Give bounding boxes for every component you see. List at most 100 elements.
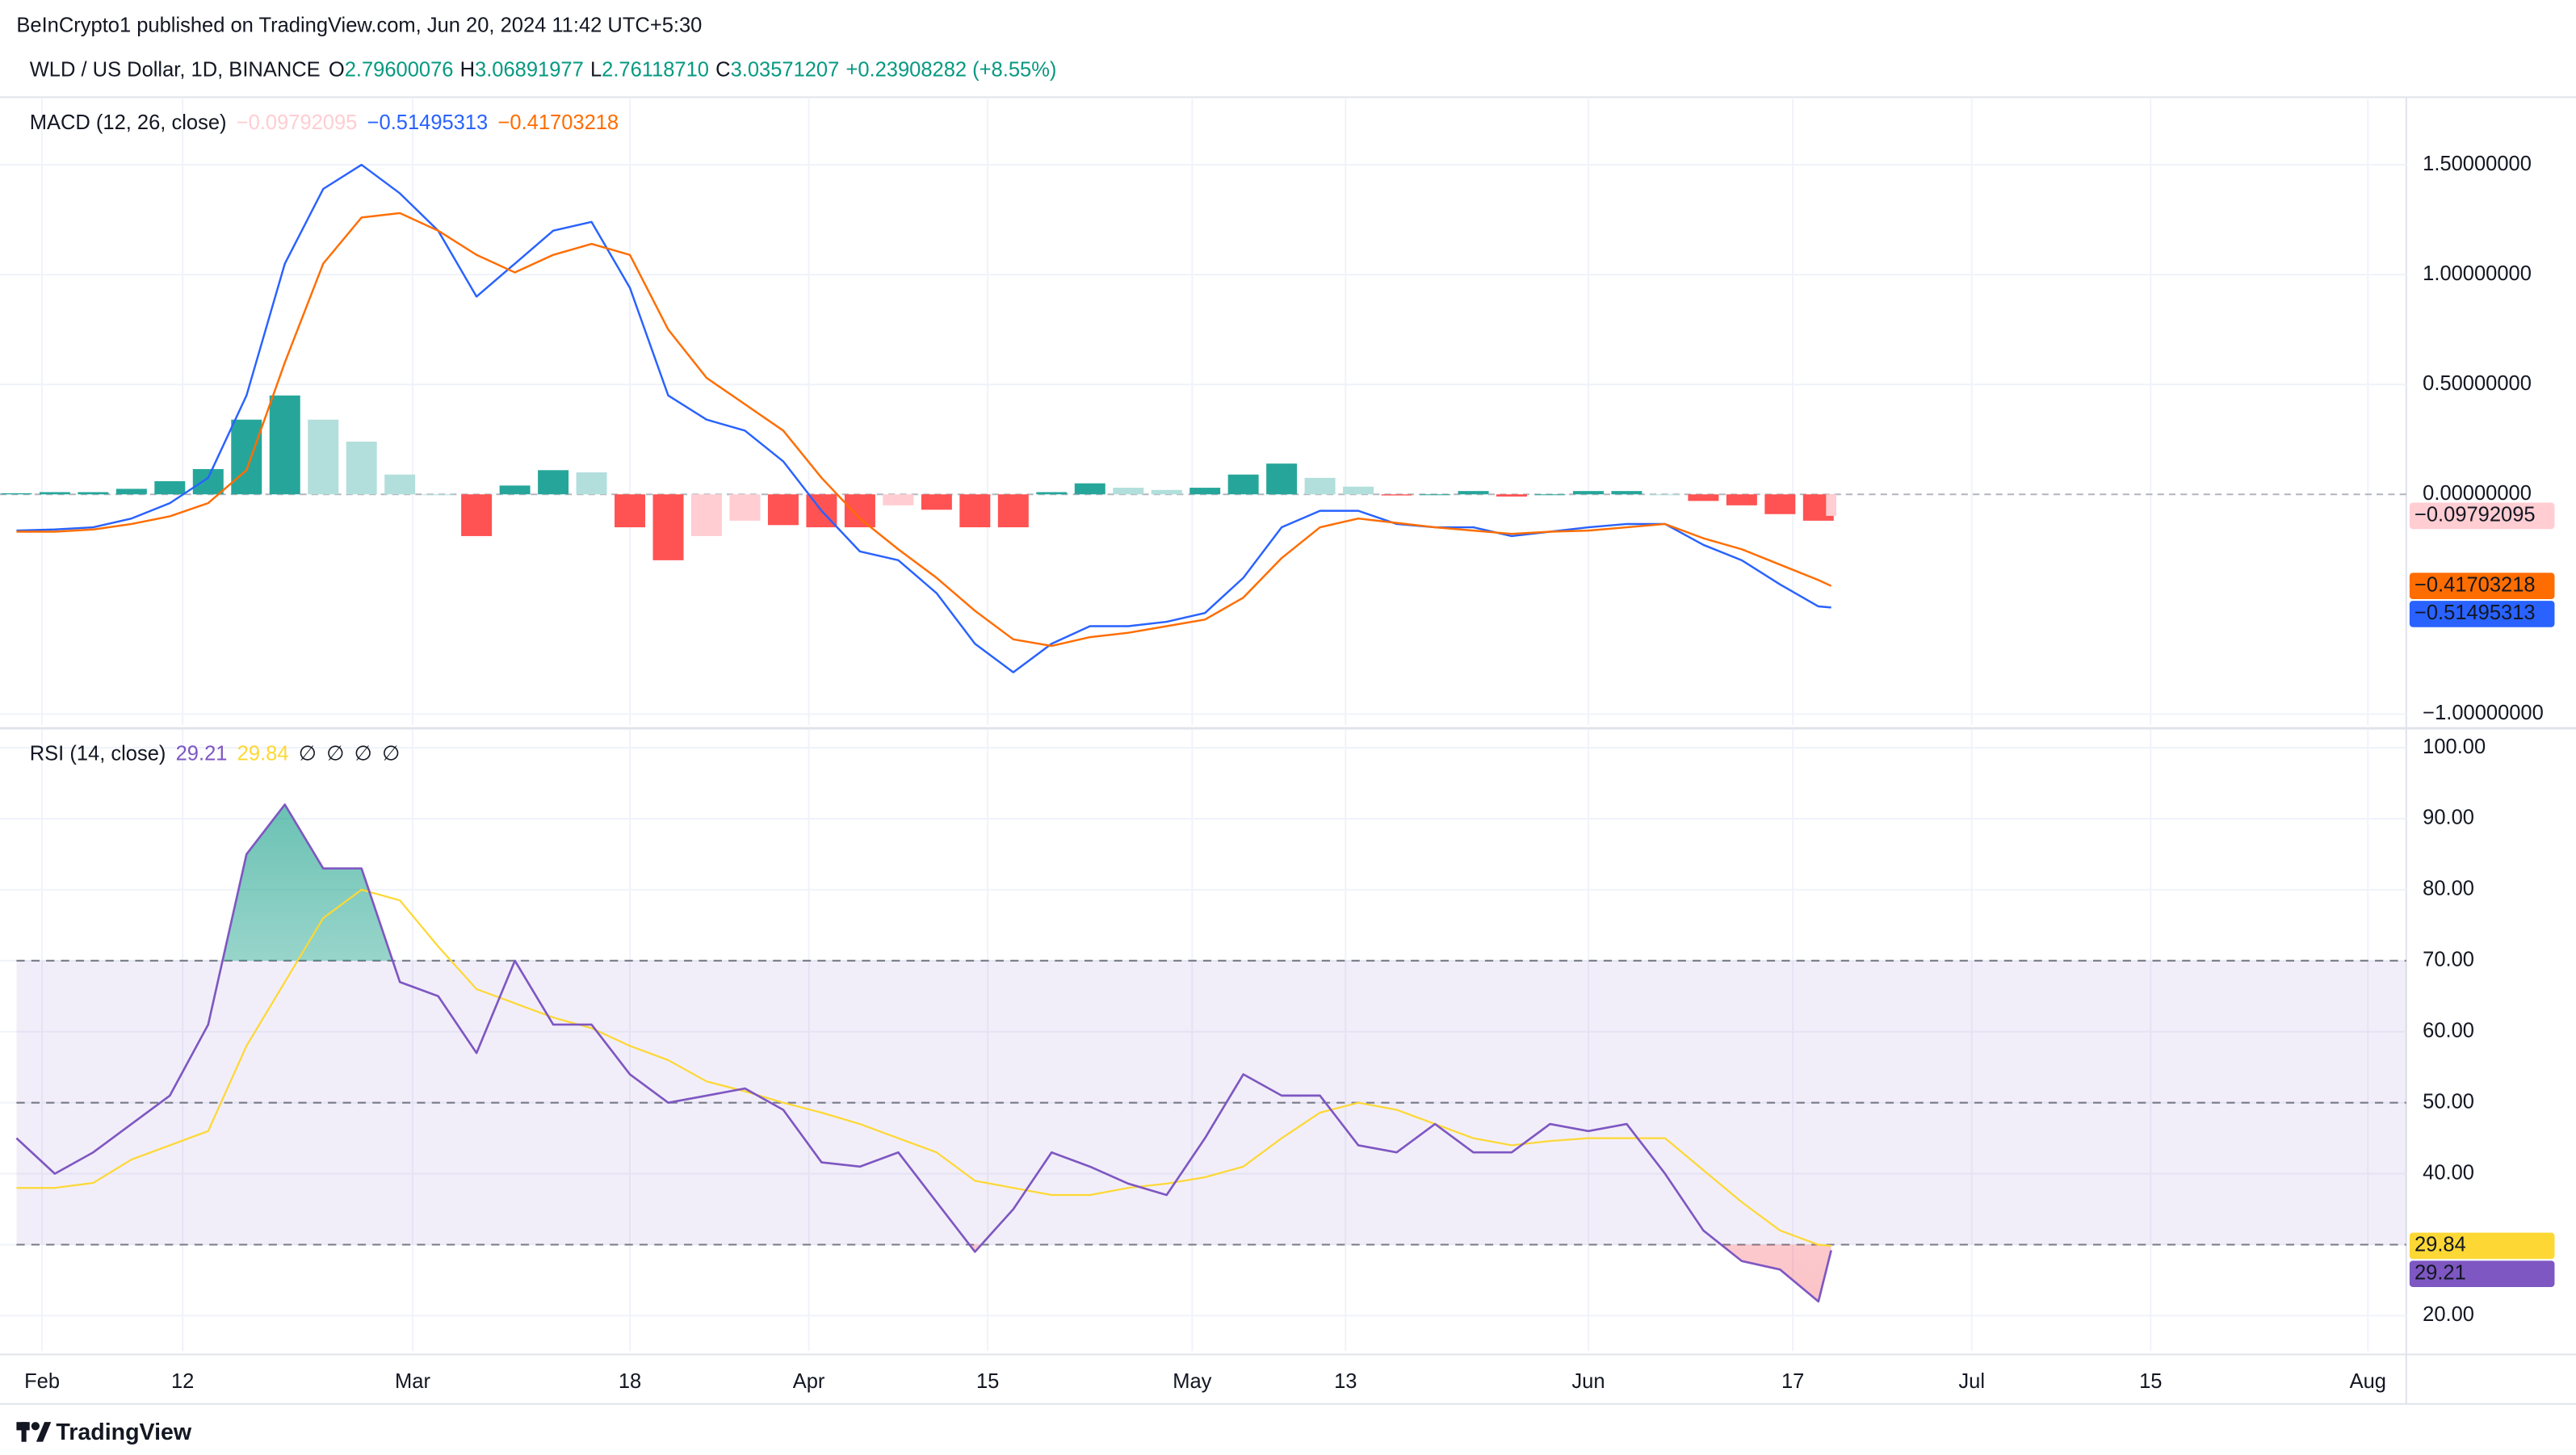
histogram-bar [1649, 494, 1680, 496]
x-tick-label: Jun [1571, 1370, 1605, 1393]
histogram-bar [576, 472, 607, 495]
ohlc-label: H [460, 58, 475, 81]
x-tick-label: Feb [24, 1370, 60, 1393]
histogram-bar [499, 485, 531, 495]
histogram-bar [1381, 494, 1412, 496]
y-tick-label: 0.50000000 [2423, 372, 2532, 395]
histogram-bar [1343, 486, 1374, 495]
histogram-bar [1572, 491, 1604, 495]
legend-value: 29.84 [237, 742, 289, 765]
histogram-bar [1420, 494, 1451, 496]
histogram-bar [1189, 488, 1221, 495]
macd-line [16, 212, 1832, 648]
legend-extra: ∅ [382, 742, 400, 765]
ohlc-label: O [329, 58, 345, 81]
y-tick-label: 1.00000000 [2423, 262, 2532, 285]
legend-value: 29.21 [176, 742, 228, 765]
y-tick-label: 60.00 [2423, 1019, 2474, 1042]
histogram-bar [1534, 494, 1566, 496]
histogram-bar [1, 493, 32, 495]
histogram-bar [78, 492, 109, 495]
x-tick-label: Aug [2350, 1370, 2386, 1393]
ohlc-label: C [715, 58, 730, 81]
histogram-bar [346, 441, 377, 495]
legend-extra: ∅ [326, 742, 344, 765]
ohlc-value: 3.06891977 [475, 58, 584, 81]
y-tick-label: 70.00 [2423, 949, 2474, 971]
rsi-line [15, 803, 1832, 1303]
x-tick-label: 15 [976, 1370, 999, 1393]
price-tag-label: −0.51495313 [2414, 602, 2536, 624]
price-tag [2409, 1232, 2555, 1260]
histogram-bar [538, 470, 569, 495]
legend-value: −0.51495313 [367, 111, 489, 134]
legend-extra: ∅ [355, 742, 372, 765]
legend-value: −0.41703218 [497, 111, 619, 134]
histogram-bar [461, 494, 493, 536]
histogram-bar [39, 492, 70, 495]
histogram-bar [959, 494, 991, 528]
publisher: BeInCrypto1 published on TradingView.com… [16, 14, 702, 36]
price-tag-label: −0.41703218 [2414, 573, 2536, 596]
histogram-bar [422, 494, 454, 496]
oversold-fill [969, 1244, 1831, 1302]
x-tick-label: 18 [619, 1370, 641, 1393]
histogram-bar [231, 419, 262, 495]
y-tick-label: 90.00 [2423, 807, 2474, 829]
histogram-bar [154, 480, 186, 495]
symbol-line: WLD / US Dollar, 1D, BINANCE O2.79600076 H… [30, 58, 1057, 81]
logo-stem [21, 1422, 27, 1442]
histogram-bar [1826, 494, 1836, 516]
overbought-fill [222, 804, 393, 961]
y-tick-label: 50.00 [2423, 1090, 2474, 1113]
histogram-bar [1304, 477, 1336, 495]
symbol: WLD / US Dollar, 1D, BINANCE [30, 58, 321, 81]
x-tick-label: 12 [171, 1370, 194, 1393]
histogram-bar [1496, 494, 1527, 497]
histogram-bar [192, 468, 224, 495]
price-tag [2409, 572, 2555, 600]
y-tick-label: 80.00 [2423, 878, 2474, 900]
histogram-bar [1113, 488, 1144, 495]
y-tick-label: 20.00 [2423, 1303, 2474, 1326]
histogram-bar [1151, 489, 1182, 495]
legend-title: RSI (14, close) [30, 742, 166, 765]
histogram-bar [1036, 492, 1068, 495]
histogram-bar [652, 494, 684, 560]
y-tick-label: 40.00 [2423, 1161, 2474, 1184]
x-tick-label: May [1173, 1370, 1211, 1393]
ohlc-value: 3.03571207 [731, 58, 840, 81]
legend: MACD (12, 26, close) −0.09792095 −0.514953… [30, 111, 619, 134]
histogram-bar [308, 419, 339, 495]
histogram-bar [767, 494, 799, 526]
histogram-bar [883, 494, 914, 505]
brand-logo [16, 1422, 52, 1442]
price-tag [2409, 502, 2555, 530]
price-tag-label: −0.09792095 [2414, 504, 2536, 526]
logo-slash [36, 1422, 52, 1442]
x-tick-label: 15 [2139, 1370, 2162, 1393]
histogram-bar [997, 494, 1029, 528]
brand: TradingView [56, 1419, 192, 1445]
y-tick-label: 0.00000000 [2423, 482, 2532, 505]
histogram-bar [1227, 474, 1259, 495]
legend-title: MACD (12, 26, close) [30, 111, 227, 134]
price-tag [2409, 1260, 2555, 1287]
ohlc-value: 2.76118710 [602, 58, 709, 81]
histogram-bar [1074, 483, 1105, 495]
histogram-bar [921, 494, 952, 510]
histogram-bar [1688, 494, 1719, 501]
histogram-bar [1764, 494, 1796, 514]
histogram-bar [1458, 491, 1489, 495]
x-tick-label: 13 [1334, 1370, 1357, 1393]
legend-extra: ∅ [299, 742, 317, 765]
histogram-bar [1726, 494, 1757, 505]
histogram-bar [269, 395, 300, 495]
x-tick-label: Apr [793, 1370, 825, 1393]
histogram-bar [1266, 463, 1298, 495]
legend-value: −0.09792095 [237, 111, 358, 134]
ohlc-label: L [590, 58, 602, 81]
price-tag [2409, 601, 2555, 627]
ohlc-value: 2.79600076 [345, 58, 454, 81]
